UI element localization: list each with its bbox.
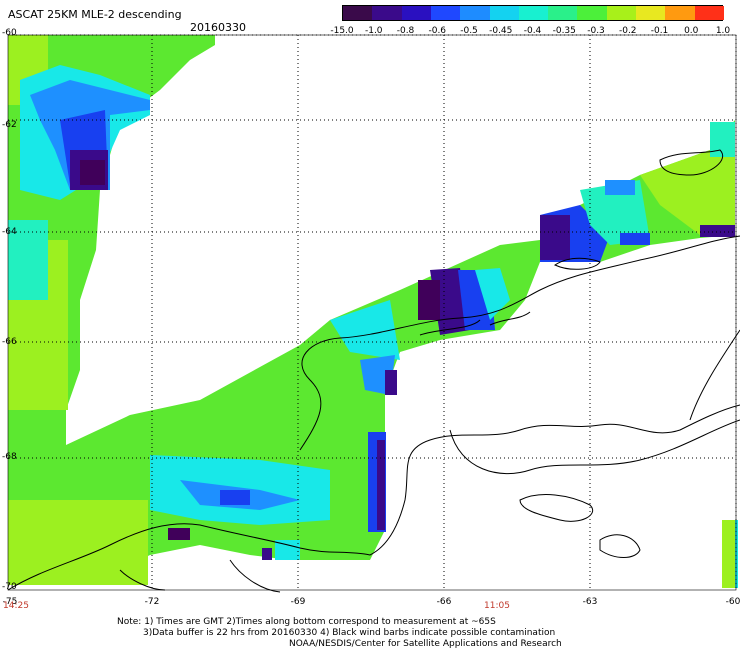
longitude-label: -72 — [144, 597, 160, 607]
island-outline — [599, 534, 641, 558]
latitude-label: -60 — [2, 28, 17, 38]
colorbar-segment — [518, 6, 549, 20]
swath-patch — [605, 180, 635, 195]
note-line-2: 3)Data buffer is 22 hrs from 20160330 4)… — [143, 628, 556, 638]
swath-patch — [262, 548, 272, 560]
coastline — [449, 419, 740, 475]
time-label-start: 14:25 — [3, 601, 29, 611]
swath-patch — [735, 520, 738, 588]
swath-patch — [418, 280, 440, 320]
coastline — [299, 235, 740, 451]
longitude-label: -63 — [582, 597, 598, 607]
coastline — [7, 404, 740, 591]
colorbar-label: -0.45 — [489, 26, 513, 36]
latitude-label: -70 — [2, 582, 17, 592]
colorbar-segment — [694, 6, 725, 20]
swath-patch — [168, 528, 190, 540]
colorbar-label: -0.3 — [587, 26, 605, 36]
latitude-label: -66 — [2, 337, 17, 347]
swath-patch — [377, 440, 385, 530]
swath-patch — [275, 540, 300, 560]
colorbar-segment — [606, 6, 637, 20]
colorbar-segment — [577, 6, 608, 20]
swath-patch — [8, 220, 48, 300]
swath-patch — [700, 225, 735, 237]
swath-patch — [330, 300, 400, 360]
swath-patch — [640, 150, 735, 235]
coastline — [689, 329, 740, 421]
colorbar-label: -1.0 — [364, 26, 383, 36]
longitude-label: -66 — [436, 597, 452, 607]
colorbar-label: -15.0 — [330, 26, 354, 36]
colorbar-label: -0.2 — [618, 26, 637, 36]
colorbar-label: -0.35 — [552, 26, 576, 36]
colorbar-label: -0.8 — [396, 26, 415, 36]
colorbar-segment — [460, 6, 491, 20]
colorbar-label: 0.0 — [684, 26, 699, 36]
colorbar-label: -0.6 — [428, 26, 447, 36]
island-outline — [659, 149, 723, 176]
colorbar-label: -0.4 — [523, 26, 542, 36]
swath-patch — [710, 122, 735, 157]
colorbar-segment — [636, 6, 666, 20]
longitude-label: -60 — [725, 597, 740, 607]
island-outline — [519, 494, 593, 522]
swath-patch — [722, 520, 737, 588]
colorbar-segment — [401, 6, 432, 20]
colorbar-segment — [343, 6, 373, 20]
swath-patch — [580, 180, 650, 245]
latitude-label: -62 — [2, 120, 17, 130]
longitude-label: -75 — [2, 597, 18, 607]
swath-patch — [540, 215, 570, 260]
swath-patch — [385, 370, 397, 395]
coastline — [419, 311, 531, 336]
colorbar — [342, 5, 725, 21]
swath-patch — [475, 268, 510, 320]
colorbar-label: 1.0 — [715, 26, 731, 36]
latitude-label: -64 — [2, 227, 17, 237]
colorbar-segment — [372, 6, 403, 20]
colorbar-segment — [430, 6, 461, 20]
time-label-mid: 11:05 — [484, 601, 510, 611]
longitude-label: -69 — [290, 597, 306, 607]
swath-patch — [620, 233, 650, 245]
colorbar-segment — [548, 6, 578, 20]
note-line-1: Note: 1) Times are GMT 2)Times along bot… — [117, 617, 496, 627]
colorbar-label: -0.5 — [460, 26, 478, 36]
swath-patch — [80, 160, 105, 185]
colorbar-segment — [665, 6, 696, 20]
island-outline — [553, 257, 601, 270]
swath-patch — [220, 490, 250, 505]
swath-patch — [8, 500, 148, 585]
map-date: 20160330 — [190, 21, 246, 34]
colorbar-label: -0.1 — [650, 26, 669, 36]
colorbar-segment — [489, 6, 520, 20]
map-title: ASCAT 25KM MLE-2 descending — [8, 8, 182, 21]
map-frame — [7, 34, 737, 591]
latitude-label: -68 — [2, 452, 17, 462]
note-line-3: NOAA/NESDIS/Center for Satellite Applica… — [289, 639, 562, 649]
